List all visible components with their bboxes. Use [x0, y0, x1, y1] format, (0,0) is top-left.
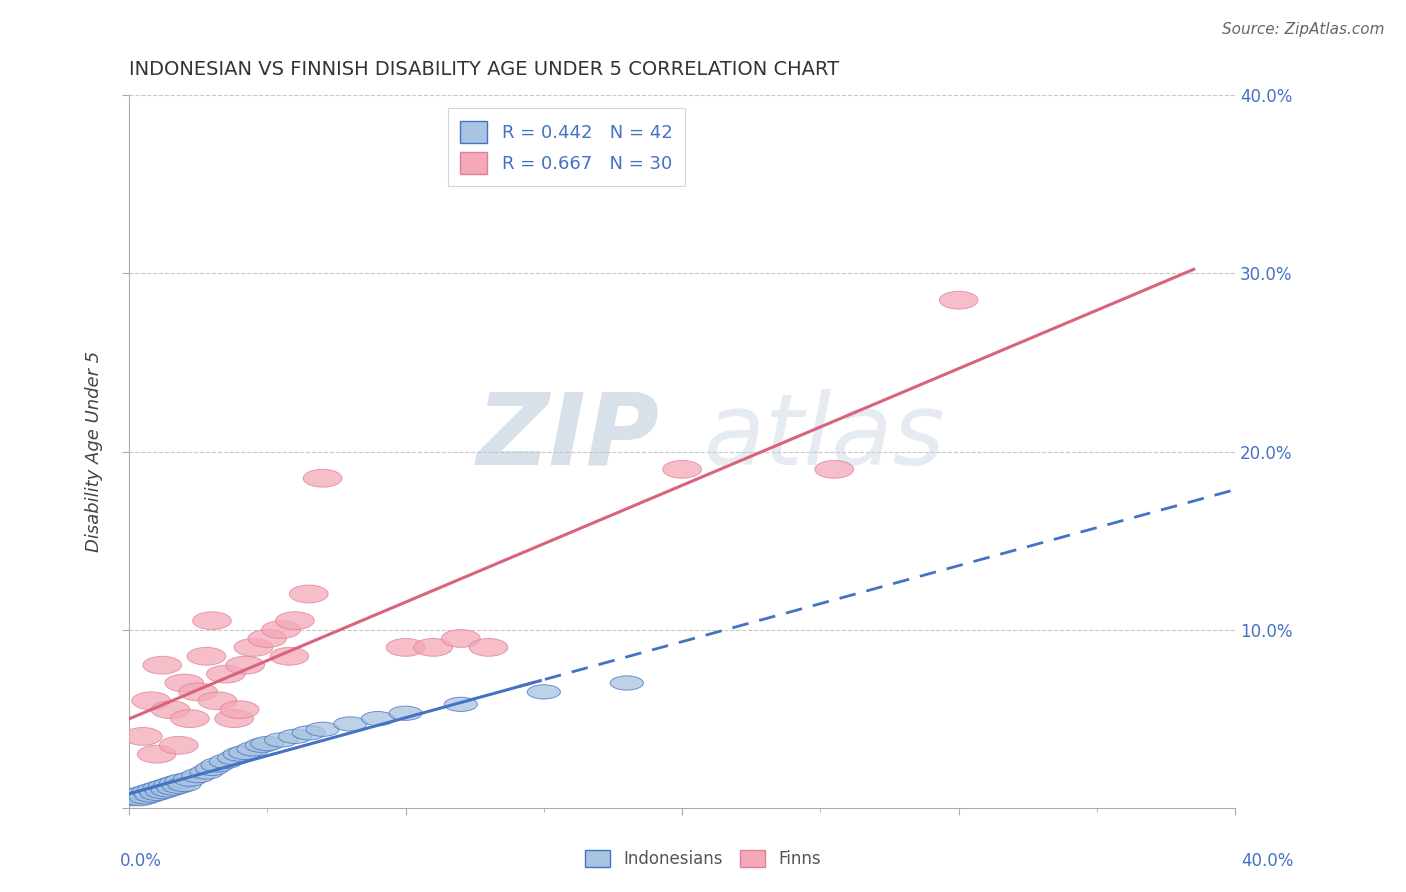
Ellipse shape [193, 612, 232, 630]
Ellipse shape [129, 789, 162, 804]
Ellipse shape [245, 739, 278, 753]
Ellipse shape [361, 712, 395, 726]
Ellipse shape [201, 758, 233, 772]
Ellipse shape [146, 784, 179, 798]
Ellipse shape [387, 639, 425, 657]
Ellipse shape [132, 692, 170, 710]
Ellipse shape [292, 726, 325, 740]
Ellipse shape [226, 657, 264, 674]
Legend: Indonesians, Finns: Indonesians, Finns [579, 843, 827, 875]
Ellipse shape [229, 746, 262, 760]
Ellipse shape [141, 786, 173, 800]
Ellipse shape [247, 630, 287, 648]
Ellipse shape [150, 701, 190, 719]
Ellipse shape [224, 747, 256, 762]
Ellipse shape [215, 710, 253, 728]
Ellipse shape [270, 648, 309, 665]
Ellipse shape [441, 630, 481, 648]
Ellipse shape [165, 773, 198, 788]
Ellipse shape [159, 775, 193, 789]
Ellipse shape [278, 730, 312, 744]
Legend: R = 0.442   N = 42, R = 0.667   N = 30: R = 0.442 N = 42, R = 0.667 N = 30 [447, 108, 685, 186]
Ellipse shape [209, 755, 242, 768]
Ellipse shape [250, 737, 284, 751]
Text: Source: ZipAtlas.com: Source: ZipAtlas.com [1222, 22, 1385, 37]
Ellipse shape [138, 782, 170, 797]
Ellipse shape [662, 460, 702, 478]
Ellipse shape [143, 657, 181, 674]
Ellipse shape [236, 742, 270, 756]
Ellipse shape [233, 639, 273, 657]
Ellipse shape [179, 683, 218, 701]
Ellipse shape [149, 779, 181, 793]
Ellipse shape [276, 612, 315, 630]
Ellipse shape [143, 780, 176, 795]
Ellipse shape [162, 779, 195, 793]
Ellipse shape [165, 674, 204, 692]
Ellipse shape [173, 772, 207, 786]
Ellipse shape [610, 676, 644, 690]
Ellipse shape [304, 469, 342, 487]
Text: INDONESIAN VS FINNISH DISABILITY AGE UNDER 5 CORRELATION CHART: INDONESIAN VS FINNISH DISABILITY AGE UND… [129, 60, 839, 78]
Ellipse shape [150, 782, 184, 797]
Ellipse shape [124, 728, 162, 746]
Ellipse shape [187, 648, 226, 665]
Ellipse shape [156, 780, 190, 795]
Ellipse shape [121, 788, 153, 802]
Ellipse shape [190, 764, 224, 779]
Ellipse shape [167, 777, 201, 791]
Ellipse shape [135, 788, 167, 802]
Ellipse shape [290, 585, 328, 603]
Text: 40.0%: 40.0% [1241, 852, 1294, 870]
Ellipse shape [138, 746, 176, 763]
Ellipse shape [389, 706, 422, 721]
Ellipse shape [470, 639, 508, 657]
Ellipse shape [333, 717, 367, 731]
Ellipse shape [132, 784, 165, 798]
Text: atlas: atlas [704, 389, 946, 486]
Ellipse shape [118, 789, 150, 804]
Ellipse shape [159, 737, 198, 755]
Ellipse shape [124, 791, 156, 805]
Ellipse shape [127, 786, 159, 800]
Ellipse shape [527, 685, 561, 699]
Text: 0.0%: 0.0% [120, 852, 162, 870]
Ellipse shape [115, 791, 149, 805]
Ellipse shape [307, 723, 339, 737]
Ellipse shape [195, 762, 229, 775]
Text: ZIP: ZIP [477, 389, 659, 486]
Ellipse shape [262, 621, 301, 639]
Ellipse shape [170, 710, 209, 728]
Y-axis label: Disability Age Under 5: Disability Age Under 5 [86, 351, 103, 552]
Ellipse shape [939, 292, 979, 310]
Ellipse shape [444, 698, 478, 712]
Ellipse shape [815, 460, 853, 478]
Ellipse shape [207, 665, 245, 683]
Ellipse shape [221, 701, 259, 719]
Ellipse shape [198, 692, 236, 710]
Ellipse shape [264, 733, 298, 747]
Ellipse shape [181, 768, 215, 782]
Ellipse shape [153, 777, 187, 791]
Ellipse shape [413, 639, 453, 657]
Ellipse shape [218, 751, 250, 764]
